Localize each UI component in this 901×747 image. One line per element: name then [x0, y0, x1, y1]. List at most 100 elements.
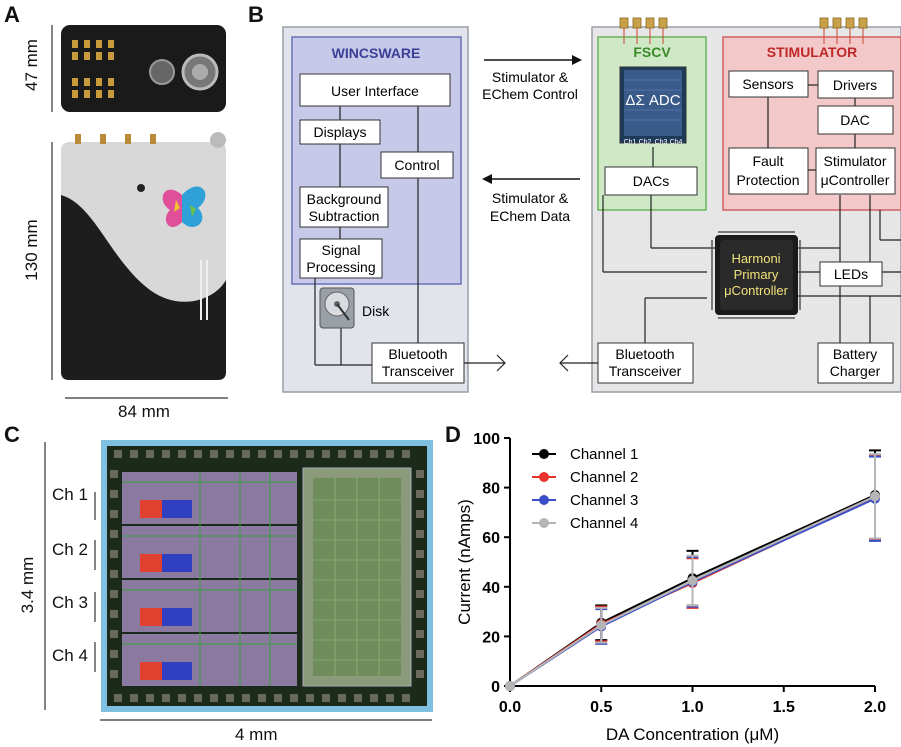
x-tick-label: 0.5	[590, 699, 612, 716]
battery-charger-box	[817, 342, 894, 384]
arrow-top-2: EChem Control	[482, 86, 578, 102]
harmoni-2: Primary	[734, 267, 779, 282]
panel-a-label: A	[4, 2, 20, 27]
legend-marker	[539, 495, 549, 505]
panel-c-chip	[44, 440, 433, 721]
drivers-label: Drivers	[833, 77, 877, 93]
user-interface-box	[299, 73, 451, 107]
dim-84mm: 84 mm	[118, 402, 170, 421]
dim-4mm: 4 mm	[235, 725, 278, 744]
dacs-label: DACs	[633, 173, 670, 189]
dacs-box	[604, 166, 698, 196]
x-tick-label: 1.0	[681, 699, 703, 716]
button-small	[149, 59, 175, 85]
bt-left-1: Bluetooth	[388, 346, 447, 362]
harmoni-chip	[711, 231, 801, 319]
y-tick-label: 100	[473, 431, 500, 448]
stim-controller-box	[815, 147, 896, 195]
stimulator-title: STIMULATOR	[767, 44, 857, 60]
y-tick-label: 60	[482, 530, 500, 547]
fscv-ch3: Ch3	[655, 139, 668, 146]
panel-c-label: C	[4, 422, 20, 447]
chip-ch4: Ch 4	[52, 646, 88, 665]
legend-marker	[539, 449, 549, 459]
fscv-ch2: Ch2	[639, 139, 652, 146]
displays-label: Displays	[314, 124, 367, 140]
leds-box	[819, 261, 883, 287]
disk-icon	[319, 287, 355, 329]
chip-ch1: Ch 1	[52, 485, 88, 504]
legend-label: Channel 1	[570, 446, 638, 463]
x-axis-label: DA Concentration (μM)	[606, 725, 779, 744]
stim-ctrl-2: μController	[821, 172, 890, 188]
x-tick-label: 2.0	[864, 699, 886, 716]
bg-subtraction-label-2: Subtraction	[309, 208, 380, 224]
panel-a-photo	[51, 25, 228, 399]
signal-processing-label-1: Signal	[322, 242, 361, 258]
wincsware-title: WINCSWARE	[332, 45, 421, 61]
control-label: Control	[394, 157, 439, 173]
device-top-view	[61, 25, 226, 112]
y-axis-label: Current (nAmps)	[455, 499, 474, 625]
panel-d-label: D	[445, 422, 461, 447]
legend-label: Channel 2	[570, 469, 638, 486]
fault-protection-box	[728, 147, 809, 195]
signal-processing-label-2: Processing	[306, 259, 375, 275]
stim-ctrl-1: Stimulator	[823, 153, 886, 169]
harmoni-3: μController	[724, 283, 789, 298]
y-tick-label: 0	[491, 679, 500, 696]
data-point	[687, 575, 698, 586]
dac-label: DAC	[840, 112, 870, 128]
dim-3-4mm: 3.4 mm	[18, 556, 37, 614]
legend-label: Channel 3	[570, 492, 638, 509]
fscv-ch1: Ch1	[624, 139, 637, 146]
data-point	[505, 681, 515, 691]
dac-box	[817, 105, 894, 135]
legend-marker	[539, 518, 549, 528]
displays-box	[299, 119, 381, 145]
adc-label: ΔΣ ADC	[625, 92, 680, 109]
data-point	[596, 620, 607, 631]
bg-subtraction-box	[299, 186, 389, 228]
arrow-bottom-1: Stimulator &	[492, 190, 569, 206]
signal-processing-box	[299, 238, 383, 279]
chip-pads	[110, 450, 424, 702]
sensors-box	[728, 70, 809, 98]
arrow-bottom-2: EChem Data	[490, 208, 570, 224]
arrow-top-1: Stimulator &	[492, 69, 569, 85]
fault-1: Fault	[752, 153, 783, 169]
disk-label: Disk	[362, 303, 390, 319]
bluetooth-box-right	[597, 342, 694, 384]
x-tick-label: 0.0	[499, 699, 521, 716]
leds-label: LEDs	[834, 266, 868, 282]
x-tick-label: 1.5	[773, 699, 795, 716]
bt-right-2: Transceiver	[609, 363, 682, 379]
bt-left-2: Transceiver	[382, 363, 455, 379]
data-point	[870, 491, 880, 502]
panel-b-label: B	[248, 2, 264, 27]
chip-ch3: Ch 3	[52, 593, 88, 612]
drivers-box	[817, 70, 894, 99]
butterfly-logo	[162, 186, 206, 228]
panel-b-diagram: WINCSWARE User Interface Displays Contro…	[282, 17, 901, 393]
sensors-label: Sensors	[742, 76, 793, 92]
connector-pins	[72, 40, 114, 98]
y-tick-label: 40	[482, 580, 500, 597]
battery-2: Charger	[830, 363, 881, 379]
legend-marker	[539, 472, 549, 482]
channel-circuits	[122, 472, 297, 686]
fault-2: Protection	[736, 172, 799, 188]
battery-1: Battery	[833, 346, 877, 362]
fscv-title: FSCV	[633, 44, 671, 60]
antenna-left-icon	[496, 354, 506, 372]
series-line-4	[509, 495, 876, 687]
antenna-right-icon	[559, 354, 569, 372]
y-tick-label: 80	[482, 481, 500, 498]
chip-ch2: Ch 2	[52, 540, 88, 559]
harmoni-1: Harmoni	[731, 251, 780, 266]
calibration-chart: 0 20 40 60 80 100 0.0 0.5 1.0 1.5 2.0 DA Concentrat…	[455, 431, 886, 744]
fscv-ch4: Ch4	[670, 139, 683, 146]
y-tick-label: 20	[482, 629, 500, 646]
bg-subtraction-label-1: Background	[307, 191, 382, 207]
legend-label: Channel 4	[570, 515, 638, 532]
